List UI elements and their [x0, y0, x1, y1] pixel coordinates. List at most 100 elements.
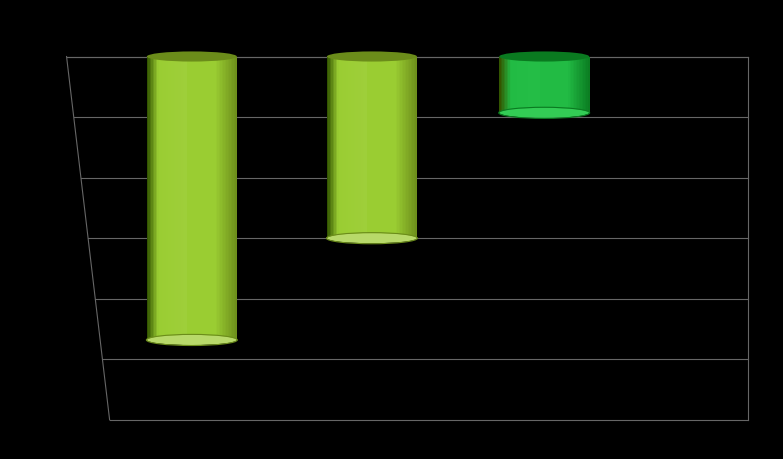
Bar — [215, 57, 216, 340]
Bar — [405, 57, 407, 239]
Bar — [572, 57, 575, 113]
Bar — [403, 57, 406, 239]
Bar — [346, 57, 348, 239]
Bar — [373, 57, 375, 239]
Bar — [210, 57, 211, 340]
Bar — [579, 57, 580, 113]
Bar — [168, 57, 170, 340]
Bar — [396, 57, 398, 239]
Bar — [503, 57, 506, 113]
Bar — [562, 57, 564, 113]
Bar — [159, 57, 161, 340]
Ellipse shape — [147, 335, 237, 345]
Bar — [363, 57, 365, 239]
Bar — [330, 57, 332, 239]
Bar — [164, 57, 165, 340]
Bar — [366, 57, 368, 239]
Bar — [153, 57, 155, 340]
Bar — [225, 57, 227, 340]
Bar — [147, 57, 149, 340]
Bar — [399, 57, 401, 239]
Bar — [231, 57, 233, 340]
Bar — [513, 57, 514, 113]
Bar — [189, 57, 191, 340]
Bar — [539, 57, 542, 113]
Ellipse shape — [147, 52, 237, 62]
Bar — [207, 57, 209, 340]
Ellipse shape — [327, 234, 417, 244]
Bar — [357, 57, 359, 239]
Bar — [514, 57, 516, 113]
Bar — [583, 57, 585, 113]
Bar — [585, 57, 586, 113]
Bar — [505, 57, 507, 113]
Bar — [411, 57, 413, 239]
Bar — [508, 57, 510, 113]
Bar — [529, 57, 531, 113]
Bar — [378, 57, 380, 239]
Bar — [204, 57, 206, 340]
Bar — [416, 57, 417, 239]
Bar — [211, 57, 213, 340]
Bar — [180, 57, 182, 340]
Bar — [213, 57, 215, 340]
Bar — [216, 57, 218, 340]
Bar — [341, 57, 342, 239]
Ellipse shape — [327, 52, 417, 62]
Ellipse shape — [500, 52, 590, 62]
Bar — [222, 57, 224, 340]
Bar — [362, 57, 363, 239]
Bar — [572, 57, 573, 113]
Bar — [187, 57, 189, 340]
Bar — [375, 57, 377, 239]
Bar — [518, 57, 521, 113]
Bar — [348, 57, 350, 239]
Bar — [342, 57, 344, 239]
Bar — [556, 57, 558, 113]
Bar — [333, 57, 335, 239]
Bar — [384, 57, 386, 239]
Bar — [392, 57, 393, 239]
Bar — [355, 57, 357, 239]
Bar — [370, 57, 373, 239]
Bar — [564, 57, 565, 113]
Bar — [541, 57, 543, 113]
Bar — [201, 57, 203, 340]
Bar — [561, 57, 562, 113]
Bar — [218, 57, 219, 340]
Bar — [354, 57, 355, 239]
Bar — [174, 57, 175, 340]
Bar — [525, 57, 526, 113]
Bar — [538, 57, 540, 113]
Bar — [549, 57, 550, 113]
Bar — [410, 57, 411, 239]
Bar — [177, 57, 179, 340]
Bar — [559, 57, 561, 113]
Bar — [364, 57, 366, 239]
Bar — [327, 57, 329, 239]
Bar — [192, 57, 193, 340]
Bar — [520, 57, 522, 113]
Bar — [154, 57, 157, 340]
Bar — [390, 57, 392, 239]
Bar — [500, 57, 503, 113]
Bar — [565, 57, 567, 113]
Bar — [223, 57, 226, 340]
Bar — [546, 57, 547, 113]
Bar — [544, 57, 546, 113]
Bar — [532, 57, 534, 113]
Bar — [367, 57, 370, 239]
Bar — [229, 57, 231, 340]
Bar — [220, 57, 222, 340]
Bar — [331, 57, 334, 239]
Bar — [151, 57, 153, 340]
Bar — [202, 57, 204, 340]
Bar — [175, 57, 177, 340]
Bar — [150, 57, 152, 340]
Bar — [521, 57, 524, 113]
Bar — [182, 57, 183, 340]
Bar — [577, 57, 579, 113]
Bar — [406, 57, 409, 239]
Bar — [200, 57, 201, 340]
Bar — [219, 57, 221, 340]
